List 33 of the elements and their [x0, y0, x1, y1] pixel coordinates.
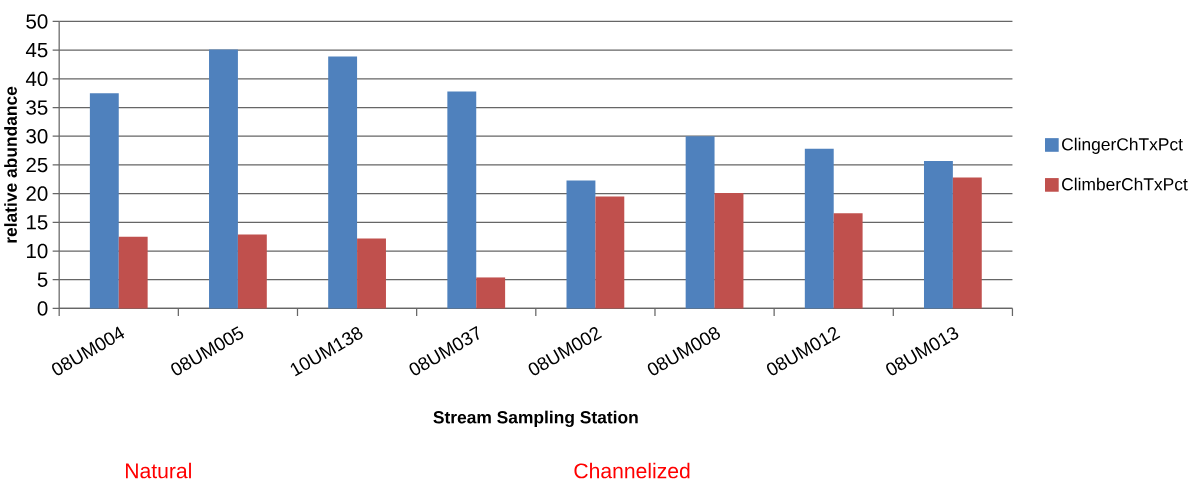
- bar: [118, 236, 148, 309]
- text: Channelized: [574, 462, 690, 479]
- bar: [685, 136, 715, 309]
- text: Natural: [126, 462, 191, 479]
- bar: [566, 180, 596, 309]
- y-tick-label: 0: [37, 300, 48, 316]
- bar: [714, 192, 744, 309]
- bar: [328, 56, 358, 309]
- y-tick-label: 35: [26, 100, 48, 115]
- y-tick-label: 30: [26, 128, 48, 144]
- y-tick-label: 25: [26, 157, 48, 172]
- y-tick-label: 50: [26, 13, 48, 29]
- legend-label: ClimberChTxPct: [1062, 177, 1188, 191]
- y-tick-label: 20: [26, 186, 48, 201]
- y-tick-label: 5: [37, 272, 48, 287]
- bar: [447, 91, 477, 309]
- bar: [89, 92, 119, 309]
- bar: [237, 234, 267, 309]
- y-tick-label: 10: [27, 243, 48, 259]
- bar: [209, 49, 238, 309]
- bar: [357, 238, 386, 309]
- bar: [476, 277, 506, 309]
- y-axis-title: relative abundance: [4, 86, 17, 243]
- bar: [595, 196, 625, 309]
- bar: [804, 148, 834, 309]
- y-tick-label: 40: [25, 71, 48, 86]
- bar: [923, 160, 953, 309]
- y-tick-label: 15: [27, 214, 48, 230]
- legend-label: ClingerChTxPct: [1062, 137, 1183, 154]
- y-tick-label: 45: [25, 42, 48, 58]
- bar: [833, 212, 863, 309]
- bar: [952, 177, 982, 309]
- x-axis-title: Stream Sampling Station: [433, 410, 638, 427]
